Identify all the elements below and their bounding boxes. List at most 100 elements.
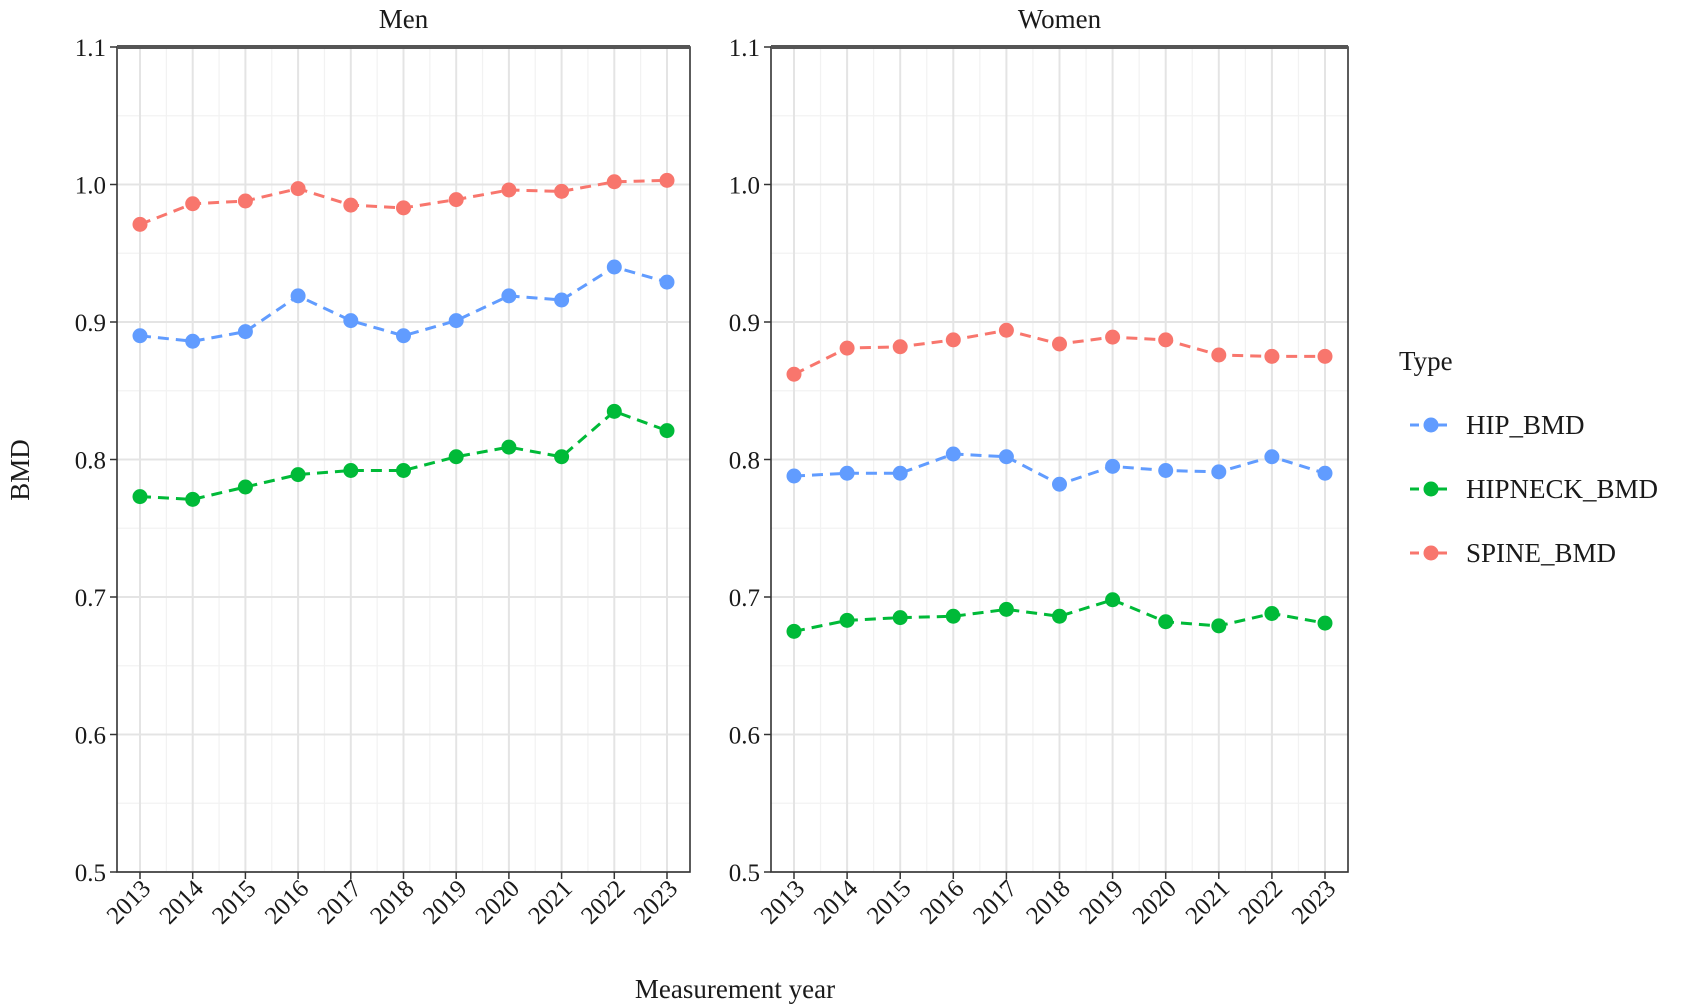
data-point — [606, 174, 622, 190]
data-point — [945, 446, 961, 462]
y-tick-label: 1.0 — [75, 173, 106, 200]
data-point — [396, 463, 411, 478]
series-line — [139, 409, 668, 501]
data-point — [1317, 615, 1333, 631]
data-point — [501, 182, 517, 198]
data-point — [998, 449, 1014, 465]
data-point — [1105, 329, 1121, 345]
facet-title: Women — [1018, 4, 1102, 34]
x-tick-label: 2022 — [1234, 875, 1288, 929]
data-point — [1211, 347, 1227, 363]
y-tick-label: 1.1 — [75, 35, 106, 62]
data-point — [839, 340, 855, 356]
data-point — [998, 601, 1014, 617]
data-point — [185, 333, 201, 349]
data-point — [132, 328, 148, 344]
y-tick-label: 0.7 — [729, 585, 760, 612]
data-point — [132, 216, 148, 232]
x-tick-label: 2015 — [862, 875, 916, 929]
x-tick-label: 2022 — [576, 875, 630, 929]
series-hip-bmd — [786, 446, 1333, 492]
data-point — [786, 623, 802, 639]
x-tick-label: 2014 — [809, 875, 864, 930]
data-point — [343, 197, 359, 213]
data-point — [396, 200, 411, 216]
legend: Type HIP_BMD HIPNECK_BMD SPINE_BMD — [1399, 346, 1658, 568]
data-point — [132, 489, 148, 505]
data-point — [343, 463, 359, 478]
data-point — [554, 292, 570, 308]
series-line — [793, 598, 1326, 633]
data-point — [786, 468, 802, 484]
series-hipneck-bmd — [132, 403, 675, 507]
x-tick-label: 2020 — [1127, 875, 1181, 929]
x-tick-label: 2013 — [102, 875, 156, 929]
legend-title: Type — [1399, 346, 1453, 376]
y-tick-label: 0.6 — [729, 723, 760, 750]
x-tick-label: 2019 — [418, 875, 472, 929]
data-point — [290, 288, 306, 304]
y-tick-label: 0.7 — [75, 585, 106, 612]
data-point — [1158, 614, 1174, 630]
legend-key-point — [1423, 417, 1439, 433]
data-point — [892, 610, 908, 626]
legend-item-hipneck-bmd: HIPNECK_BMD — [1410, 474, 1658, 504]
y-axis-title: BMD — [5, 439, 35, 501]
data-point — [343, 313, 359, 329]
facet-title: Men — [379, 4, 429, 34]
x-tick-label: 2023 — [1287, 875, 1341, 929]
panels-layer: Men0.50.60.70.80.91.01.12013201420152016… — [75, 4, 1349, 930]
data-point — [1052, 336, 1067, 352]
data-point — [1264, 348, 1280, 364]
legend-key-point — [1423, 481, 1439, 497]
data-point — [237, 193, 253, 209]
x-tick-label: 2017 — [313, 875, 367, 929]
legend-key-point — [1423, 545, 1439, 561]
data-point — [185, 196, 201, 212]
data-point — [1105, 592, 1121, 608]
x-tick-label: 2018 — [1021, 875, 1075, 929]
data-point — [1158, 463, 1174, 478]
data-point — [892, 465, 908, 481]
x-tick-label: 2018 — [365, 875, 419, 929]
x-tick-label: 2017 — [968, 875, 1022, 929]
data-point — [998, 322, 1014, 338]
data-point — [501, 439, 517, 455]
y-tick-label: 1.1 — [729, 35, 760, 62]
data-point — [290, 467, 306, 483]
panel-women: Women0.50.60.70.80.91.01.120132014201520… — [729, 4, 1349, 930]
legend-label: HIPNECK_BMD — [1466, 474, 1658, 504]
y-tick-label: 0.5 — [75, 860, 106, 887]
x-axis-title: Measurement year — [635, 974, 835, 1004]
data-point — [448, 313, 464, 329]
x-tick-label: 2013 — [756, 875, 810, 929]
data-point — [1317, 348, 1333, 364]
legend-label: HIP_BMD — [1466, 410, 1585, 440]
data-point — [1211, 464, 1227, 480]
y-tick-label: 0.9 — [75, 310, 106, 337]
y-tick-label: 0.5 — [729, 860, 760, 887]
data-point — [1105, 458, 1121, 474]
data-point — [839, 612, 855, 628]
data-point — [1264, 449, 1280, 465]
x-tick-label: 2016 — [260, 875, 314, 929]
x-tick-label: 2021 — [523, 875, 577, 929]
data-point — [290, 181, 306, 197]
data-point — [606, 259, 622, 275]
y-tick-label: 0.8 — [75, 448, 106, 475]
data-point — [786, 366, 802, 382]
series-spine-bmd — [132, 172, 675, 232]
y-tick-label: 1.0 — [729, 173, 760, 200]
x-tick-label: 2016 — [915, 875, 969, 929]
series-spine-bmd — [786, 322, 1333, 382]
x-tick-label: 2023 — [629, 875, 683, 929]
data-point — [892, 339, 908, 355]
x-tick-label: 2014 — [154, 875, 209, 930]
x-tick-label: 2019 — [1074, 875, 1128, 929]
data-point — [554, 183, 570, 199]
data-point — [185, 491, 201, 507]
data-point — [659, 274, 675, 290]
legend-item-hip-bmd: HIP_BMD — [1410, 410, 1585, 440]
data-point — [1052, 608, 1067, 624]
legend-label: SPINE_BMD — [1466, 538, 1616, 568]
